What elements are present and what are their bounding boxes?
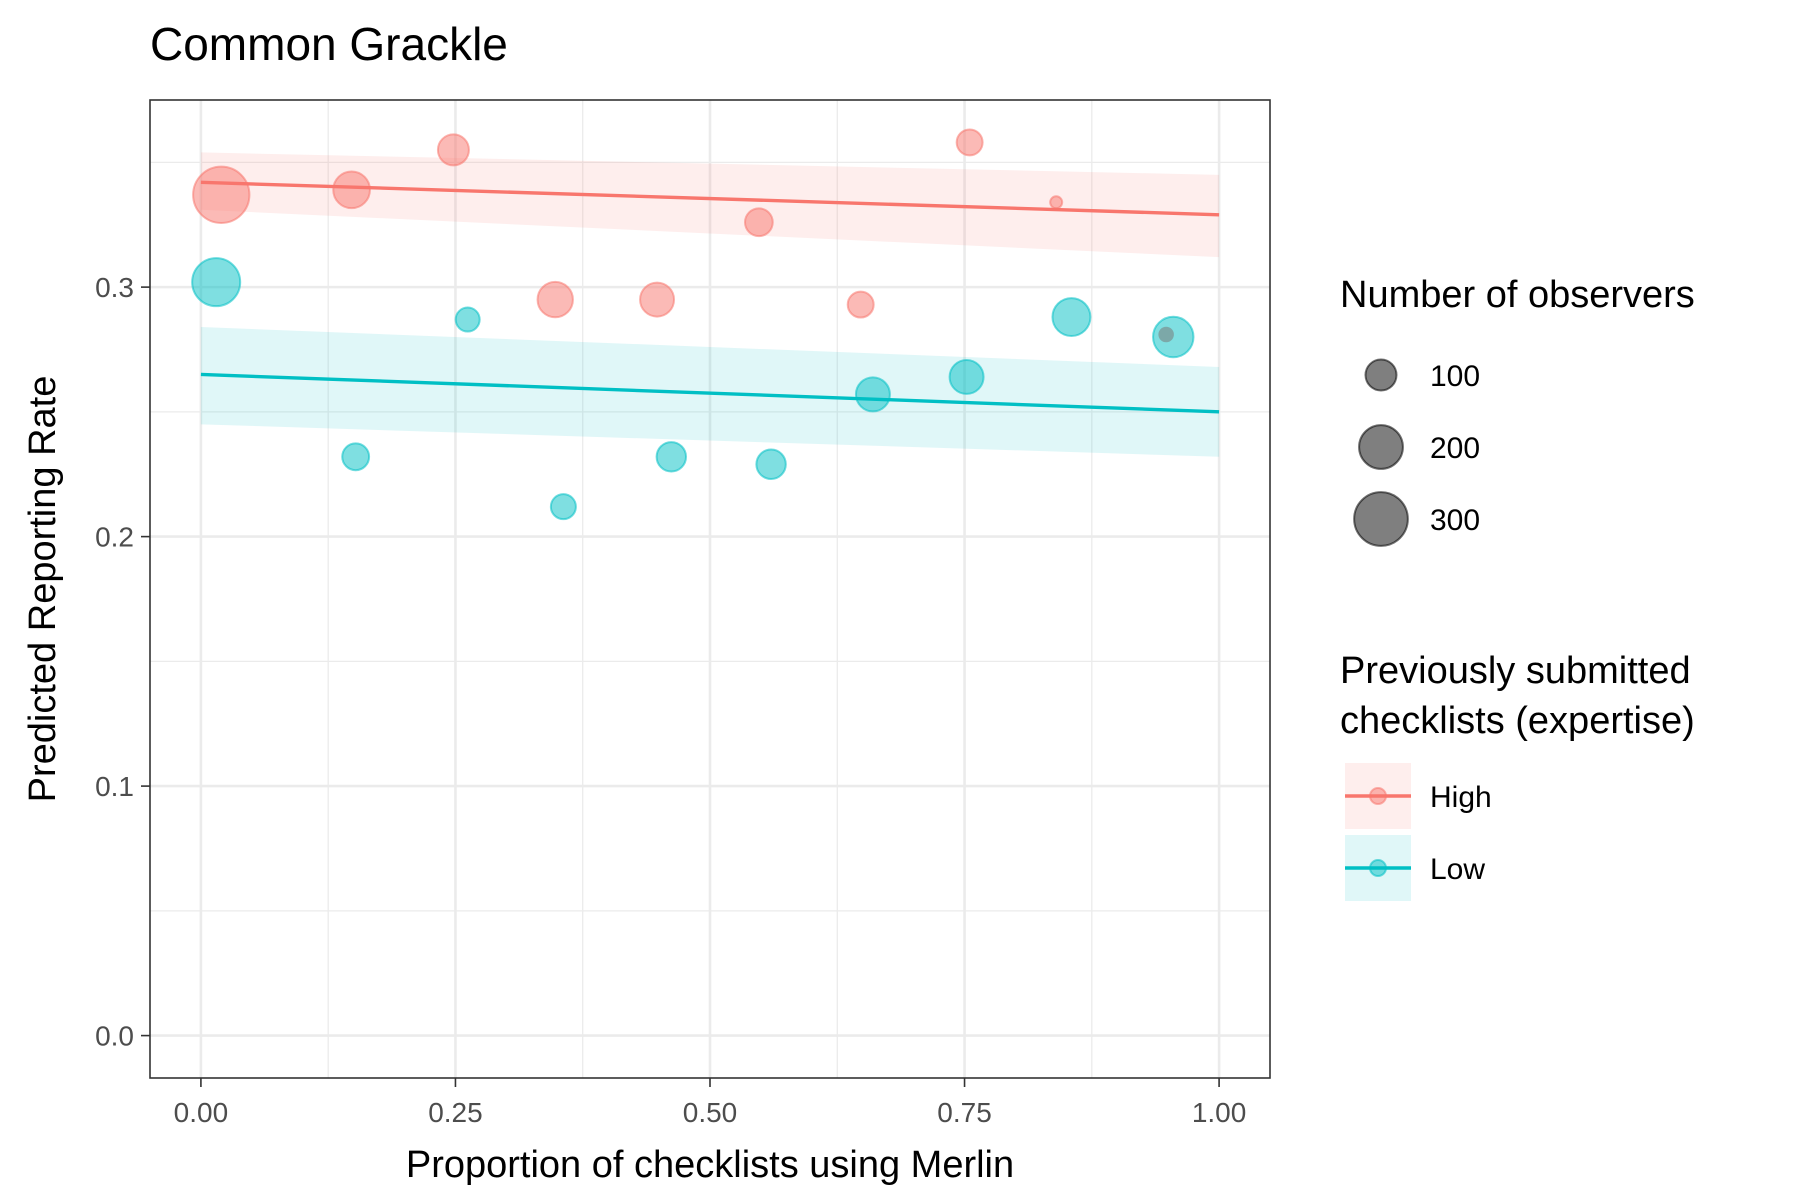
point-high: [333, 171, 370, 208]
point-high: [640, 283, 674, 317]
size-legend-label-200: 200: [1430, 432, 1480, 465]
plot-panel: [150, 100, 1270, 1078]
color-legend: Previously submitted checklists (experti…: [1340, 650, 1695, 901]
color-legend-title-line-1: Previously submitted: [1340, 650, 1691, 692]
point-low: [1052, 298, 1090, 336]
point-overlap: [1158, 327, 1174, 343]
y-axis-title: Predicted Reporting Rate: [22, 376, 64, 803]
point-low: [551, 494, 576, 519]
x-axis: 0.00 0.25 0.50 0.75 1.00: [174, 1078, 1247, 1128]
color-legend-label-low: Low: [1430, 853, 1485, 886]
size-legend-key-300: [1354, 492, 1408, 546]
point-high: [957, 129, 983, 155]
size-legend-title: Number of observers: [1340, 274, 1695, 316]
point-high: [438, 134, 469, 165]
point-low: [192, 258, 240, 306]
size-legend-key-200: [1359, 425, 1403, 469]
point-high: [193, 167, 249, 223]
x-tick-label: 1.00: [1192, 1097, 1247, 1128]
point-low: [342, 443, 369, 470]
x-tick-label: 0.50: [683, 1097, 738, 1128]
color-legend-point-low: [1370, 860, 1386, 876]
size-legend-label-100: 100: [1430, 360, 1480, 393]
point-low: [856, 377, 890, 411]
color-legend-label-high: High: [1430, 781, 1492, 814]
point-high: [848, 292, 874, 318]
point-low: [950, 360, 984, 394]
size-legend: Number of observers 100 200 300: [1340, 274, 1695, 546]
size-legend-key-100: [1366, 360, 1397, 391]
y-tick-label: 0.3: [95, 272, 134, 303]
x-tick-label: 0.00: [174, 1097, 229, 1128]
chart-title: Common Grackle: [150, 18, 508, 70]
point-low: [456, 308, 480, 332]
point-high: [1050, 196, 1062, 208]
point-high: [745, 208, 773, 236]
x-tick-label: 0.75: [937, 1097, 992, 1128]
y-tick-label: 0.0: [95, 1021, 134, 1052]
size-legend-label-300: 300: [1430, 504, 1480, 537]
x-axis-title: Proportion of checklists using Merlin: [406, 1144, 1014, 1186]
point-low: [756, 450, 785, 479]
point-high: [538, 282, 573, 317]
x-tick-label: 0.25: [428, 1097, 483, 1128]
y-tick-label: 0.2: [95, 522, 134, 553]
color-legend-point-high: [1370, 788, 1386, 804]
y-tick-label: 0.1: [95, 771, 134, 802]
color-legend-title-line-2: checklists (expertise): [1340, 700, 1695, 742]
y-axis: 0.0 0.1 0.2 0.3: [95, 272, 150, 1051]
point-low: [657, 442, 686, 471]
